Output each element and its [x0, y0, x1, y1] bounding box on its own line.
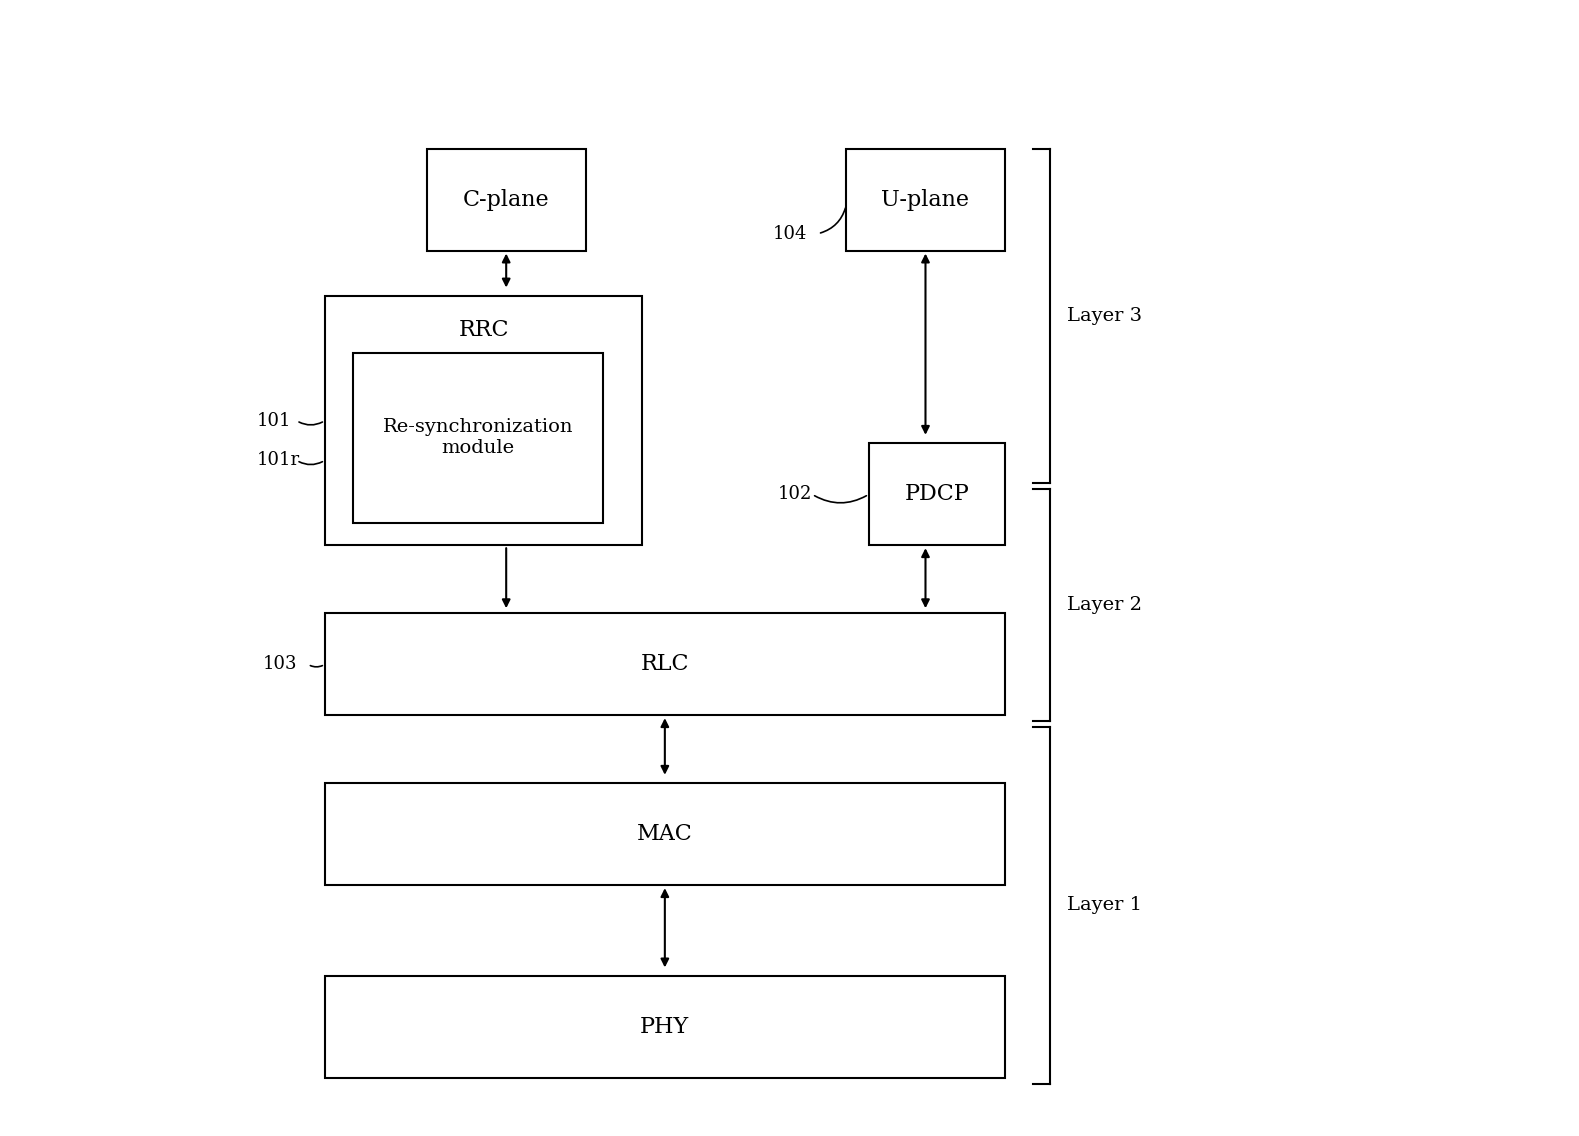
Text: 103: 103: [262, 655, 297, 674]
Text: PDCP: PDCP: [905, 483, 970, 506]
Text: C-plane: C-plane: [463, 189, 549, 210]
FancyBboxPatch shape: [354, 352, 603, 523]
FancyArrowPatch shape: [922, 256, 928, 433]
Text: 101r: 101r: [257, 451, 300, 469]
FancyArrowPatch shape: [502, 256, 510, 285]
FancyBboxPatch shape: [325, 976, 1004, 1078]
Text: Re-synchronization
module: Re-synchronization module: [382, 418, 573, 457]
FancyArrowPatch shape: [502, 548, 510, 605]
FancyBboxPatch shape: [846, 149, 1004, 251]
FancyBboxPatch shape: [325, 296, 643, 545]
Text: RLC: RLC: [641, 653, 688, 675]
Text: Layer 2: Layer 2: [1067, 595, 1142, 613]
FancyArrowPatch shape: [922, 551, 928, 605]
Text: 102: 102: [778, 485, 813, 503]
FancyArrowPatch shape: [662, 720, 668, 772]
Text: 101: 101: [257, 411, 292, 429]
Text: MAC: MAC: [636, 824, 693, 845]
FancyBboxPatch shape: [325, 784, 1004, 885]
Text: PHY: PHY: [639, 1016, 690, 1038]
FancyBboxPatch shape: [325, 613, 1004, 716]
Text: RRC: RRC: [458, 319, 508, 341]
FancyBboxPatch shape: [426, 149, 586, 251]
Text: Layer 1: Layer 1: [1067, 896, 1142, 914]
Text: U-plane: U-plane: [881, 189, 970, 210]
FancyArrowPatch shape: [662, 891, 668, 966]
Text: Layer 3: Layer 3: [1067, 307, 1142, 325]
Text: 104: 104: [772, 225, 807, 243]
FancyBboxPatch shape: [868, 443, 1004, 545]
